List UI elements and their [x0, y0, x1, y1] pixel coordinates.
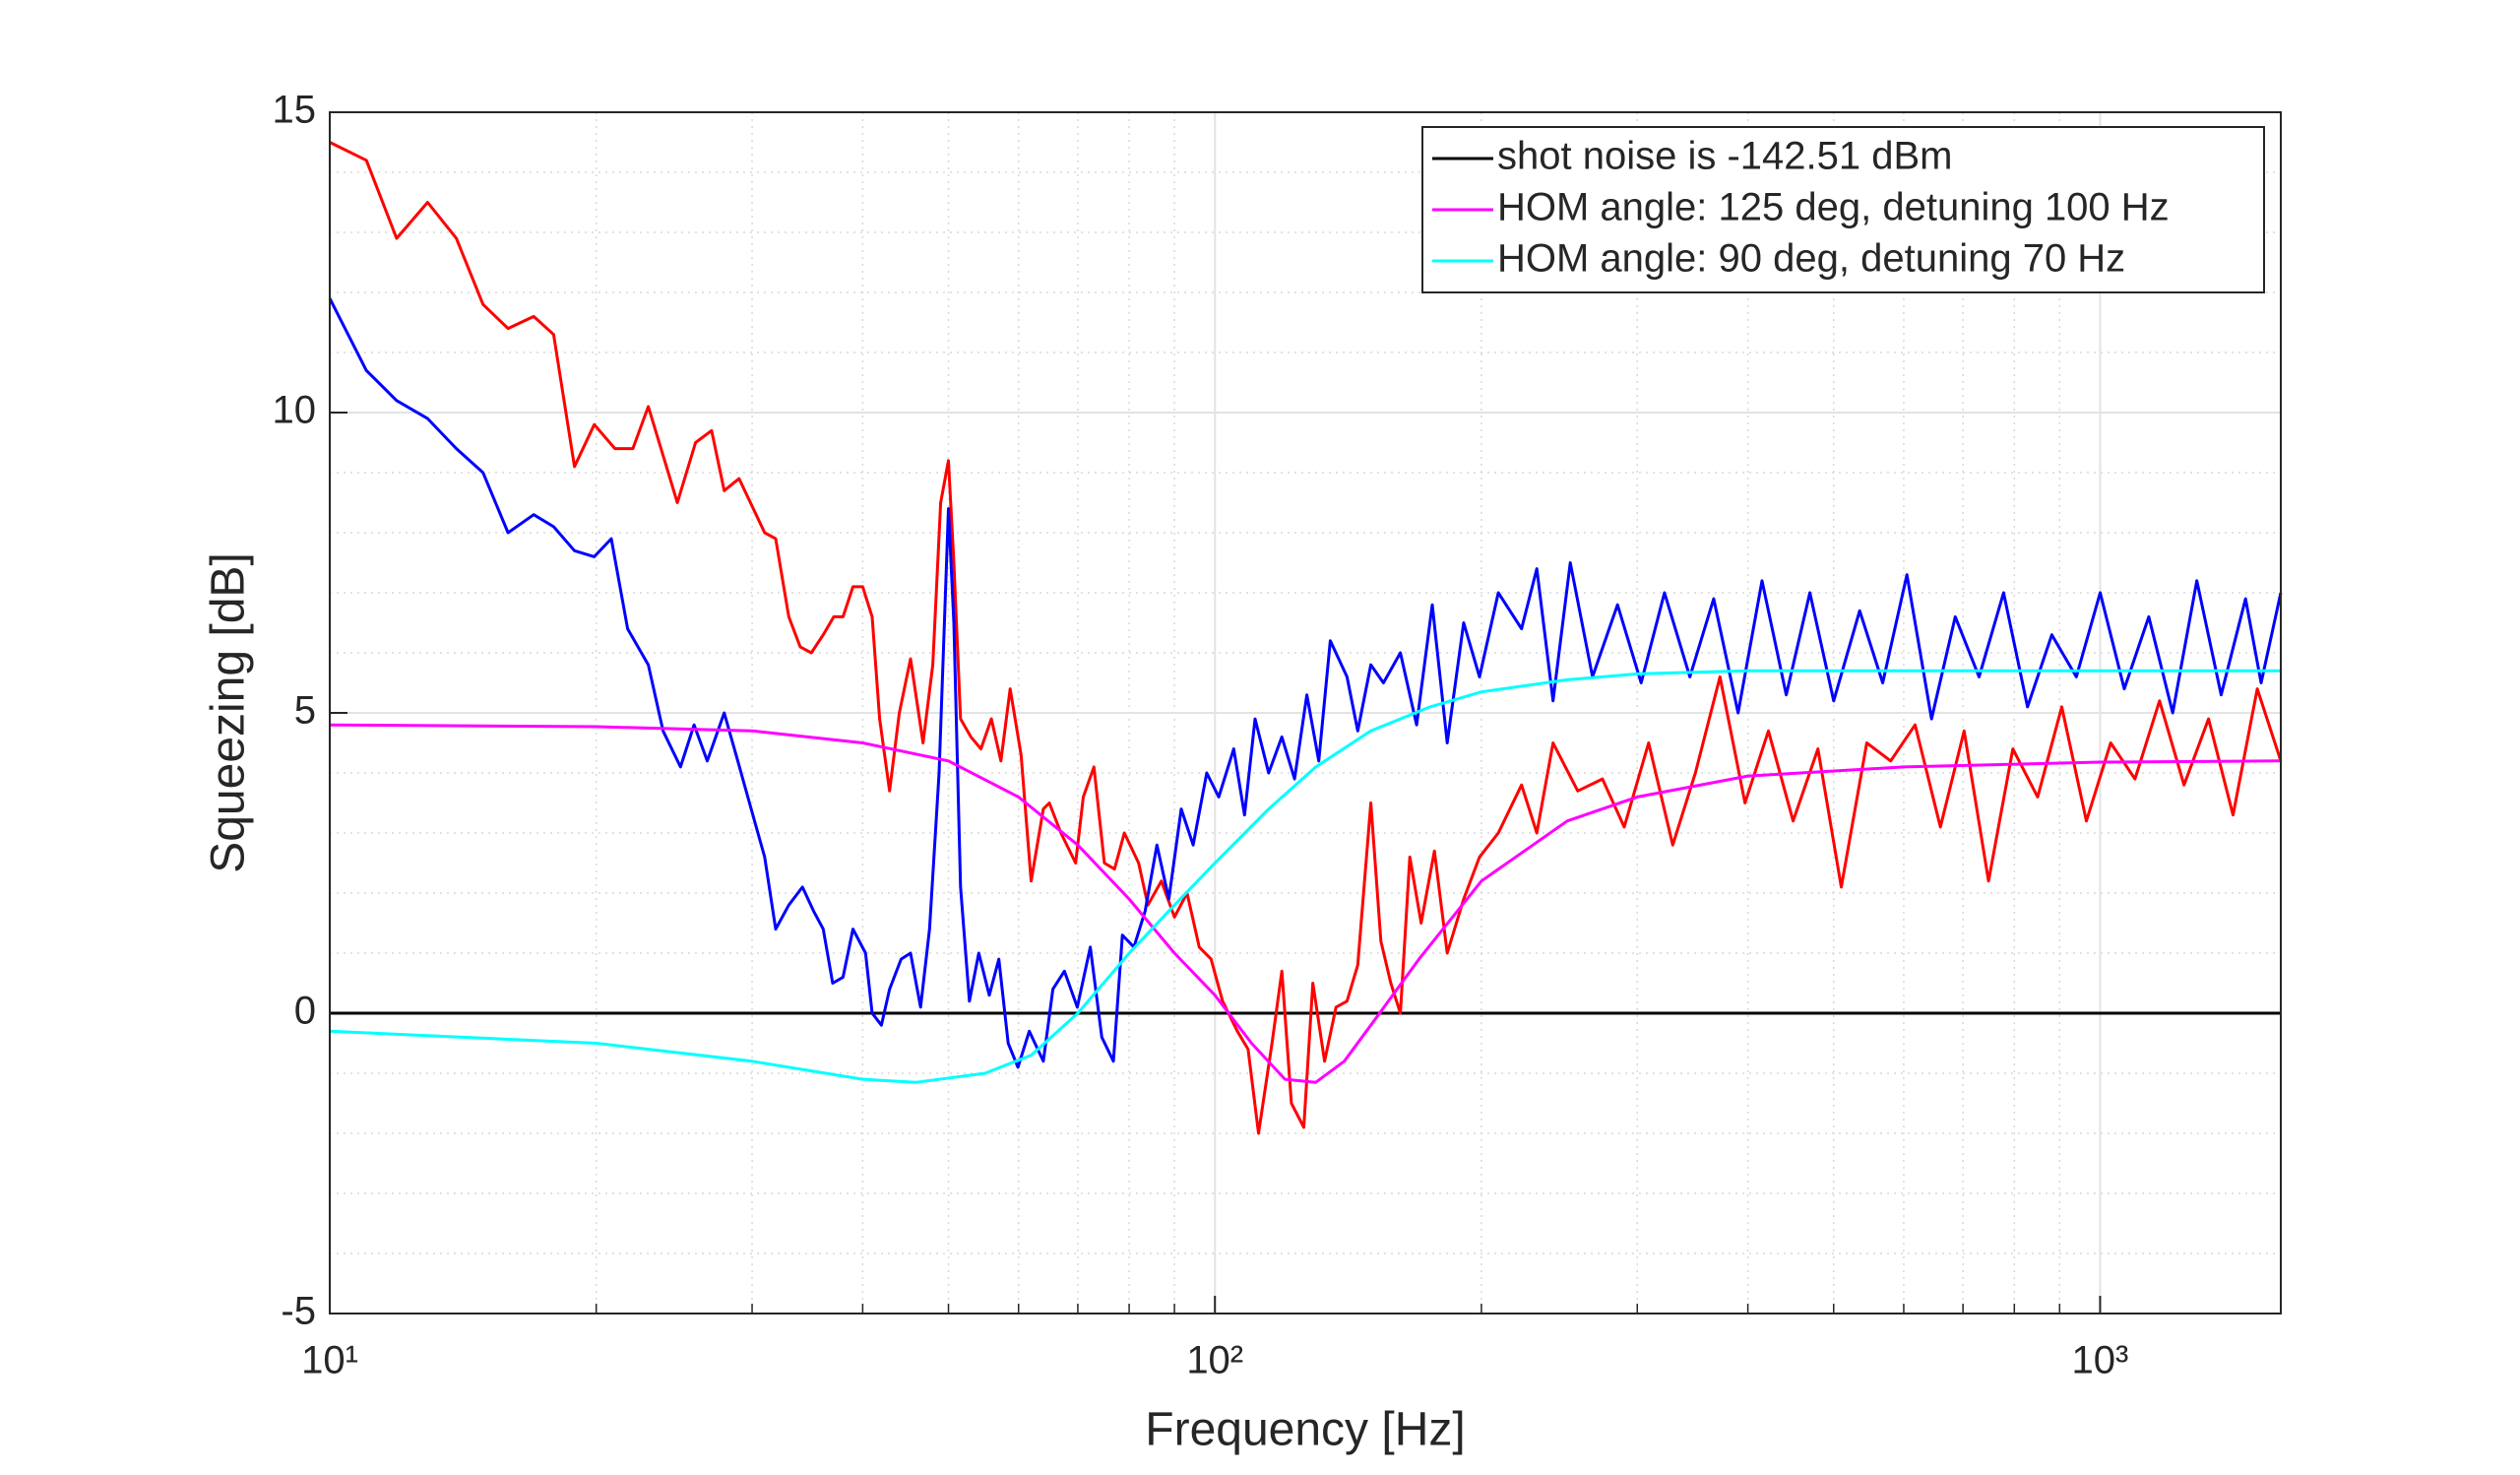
legend-label: HOM angle: 125 deg, detuning 100 Hz: [1497, 186, 2170, 229]
y-tick-label: 15: [273, 89, 317, 132]
x-tick-label: 10³: [2072, 1339, 2129, 1382]
x-tick-label: 10²: [1186, 1339, 1243, 1382]
legend-label: HOM angle: 90 deg, detuning 70 Hz: [1497, 237, 2125, 281]
x-tick-label: 10¹: [301, 1339, 358, 1382]
axes-box: [329, 111, 2282, 1315]
legend-box: [1421, 126, 2265, 293]
series-line: [329, 141, 2283, 1135]
series-line: [328, 297, 2283, 1069]
series-line: [329, 669, 2281, 1084]
y-tick-label: 5: [294, 689, 316, 733]
x-axis-label: Frequency [Hz]: [1145, 1404, 1465, 1456]
y-tick-label: 10: [273, 389, 317, 432]
legend-label: shot noise is -142.51 dBm: [1497, 135, 1952, 178]
y-tick-label: 0: [294, 990, 316, 1033]
y-axis-label: Squeezing [dB]: [203, 552, 255, 873]
y-tick-label: -5: [281, 1290, 316, 1333]
legend: shot noise is -142.51 dBm HOM angle: 125 …: [1421, 126, 2265, 293]
series-line: [329, 723, 2282, 1084]
